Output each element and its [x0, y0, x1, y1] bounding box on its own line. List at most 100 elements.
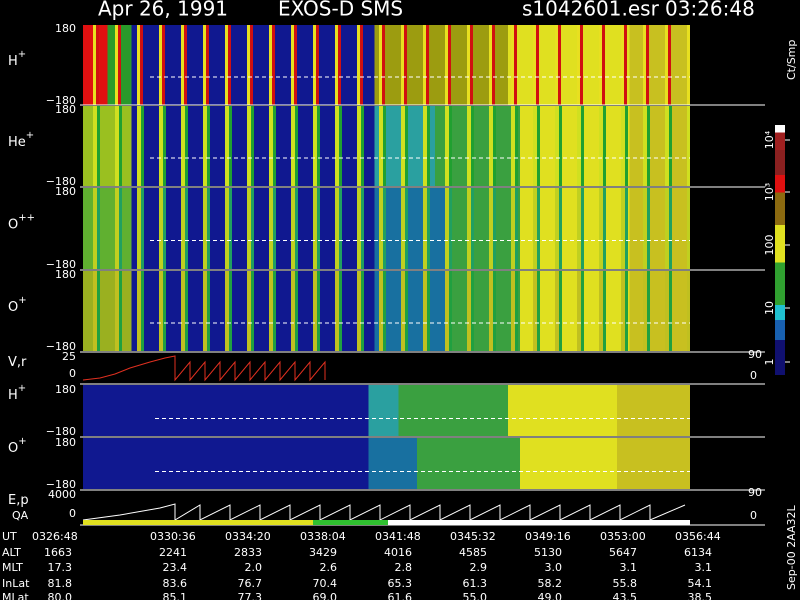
ut-value: 0326:48	[32, 530, 78, 543]
qa-label: QA	[12, 509, 29, 522]
panel-label: O+	[8, 295, 27, 315]
ut-value: 0338:04	[300, 530, 346, 543]
ephemeris-value: 4585	[459, 546, 487, 559]
ephemeris-value: 17.3	[48, 561, 73, 574]
file: s1042601.esr	[522, 0, 660, 21]
ephemeris-value: 55.8	[613, 577, 638, 590]
ut-value: 0334:20	[225, 530, 271, 543]
ephemeris-value: 23.4	[163, 561, 188, 574]
qa-bar	[388, 520, 690, 525]
right-tick-label: 0	[750, 369, 757, 382]
ephemeris-value: 70.4	[313, 577, 338, 590]
label-sup: +	[18, 383, 26, 394]
ephemeris-value: 2833	[234, 546, 262, 559]
y-tick-label: 180	[55, 103, 76, 116]
ephemeris-value: 65.3	[388, 577, 413, 590]
ephemeris-value: 38.5	[688, 591, 713, 600]
panel-label: H+	[8, 49, 26, 69]
ut-value: 0330:36	[150, 530, 196, 543]
colorbar-tick-label: 10³	[763, 183, 776, 201]
label-text: O	[8, 217, 18, 232]
ephemeris-value: 43.5	[613, 591, 638, 600]
ephemeris-value: 5647	[609, 546, 637, 559]
ut-value: 0345:32	[450, 530, 496, 543]
ephemeris-value: 76.7	[238, 577, 263, 590]
ephemeris-value: 80.0	[48, 591, 73, 600]
y-tick-label: 180	[55, 436, 76, 449]
ephemeris-value: 3.1	[695, 561, 713, 574]
right-tick-label: 0	[750, 509, 757, 522]
ephemeris-value: 2.0	[245, 561, 263, 574]
ut-value: 0341:48	[375, 530, 421, 543]
ephemeris-value: 3.1	[620, 561, 638, 574]
label-text: H	[8, 54, 18, 69]
ephemeris-value: 58.2	[538, 577, 563, 590]
y-tick-label: 0	[69, 507, 76, 520]
colorbar-tick-label: 100	[763, 235, 776, 256]
ephemeris-value: 2241	[159, 546, 187, 559]
spectrogram	[83, 25, 690, 105]
panel-label: O++	[8, 213, 35, 233]
ephemeris-value: 54.1	[688, 577, 713, 590]
ephemeris-value: 77.3	[238, 591, 263, 600]
y-tick-label: 25	[62, 350, 76, 363]
y-tick-label: −180	[46, 258, 76, 271]
ephemeris-value: 83.6	[163, 577, 188, 590]
time: 03:26:48	[665, 0, 755, 21]
qa-bar	[313, 520, 388, 525]
trace	[82, 355, 326, 382]
label-text: H	[8, 388, 18, 403]
ephemeris-value: 2.9	[470, 561, 488, 574]
label-sup: +	[26, 130, 34, 141]
ephemeris-value: 3429	[309, 546, 337, 559]
y-tick-label: −180	[46, 94, 76, 107]
row-label: MLat	[2, 591, 29, 600]
title: EXOS-D SMS	[278, 0, 403, 21]
y-tick-label: 4000	[48, 488, 76, 501]
ephemeris-value: 2.8	[395, 561, 413, 574]
spectrogram	[83, 271, 690, 351]
ut-value: 0353:00	[600, 530, 646, 543]
label-text: E,p	[8, 493, 29, 508]
ephemeris-value: 2.6	[320, 561, 338, 574]
y-tick-label: −180	[46, 175, 76, 188]
ephemeris-value: 5130	[534, 546, 562, 559]
y-tick-label: −180	[46, 478, 76, 491]
right-tick-label: 90	[748, 348, 762, 361]
date: Apr 26, 1991	[98, 0, 228, 21]
colorbar-unit: Ct/Smp	[785, 40, 798, 80]
colorbar-tick-label: 1	[763, 359, 776, 366]
colorbar-tick-label: 10⁴	[763, 130, 776, 149]
label-text: He	[8, 135, 26, 150]
ephemeris-value: 4016	[384, 546, 412, 559]
y-tick-label: 0	[69, 367, 76, 380]
ephemeris-value: 3.0	[545, 561, 563, 574]
ut-value: 0349:16	[525, 530, 571, 543]
panel-label: E,p	[8, 493, 29, 508]
label-sup: +	[18, 295, 26, 306]
label-sup: +	[18, 436, 26, 447]
qa-bar	[83, 520, 313, 525]
row-label: MLT	[2, 561, 23, 574]
colorbar-tick-label: 10	[763, 301, 776, 315]
footer-code: Sep-00 2AA32L	[785, 504, 798, 590]
ephemeris-value: 61.6	[388, 591, 413, 600]
y-tick-label: 180	[55, 268, 76, 281]
y-tick-label: 180	[55, 185, 76, 198]
row-label: ALT	[2, 546, 21, 559]
ut-value: 0356:44	[675, 530, 721, 543]
panel-label: V,r	[8, 355, 27, 370]
label-sup: +	[18, 49, 26, 60]
label-sup: ++	[18, 213, 35, 224]
ephemeris-value: 49.0	[538, 591, 563, 600]
row-label: InLat	[2, 577, 30, 590]
colorbar	[775, 125, 785, 375]
label-text: V,r	[8, 355, 27, 370]
panel-label: H+	[8, 383, 26, 403]
label-text: O	[8, 300, 18, 315]
ephemeris-value: 1663	[44, 546, 72, 559]
panel-label: O+	[8, 436, 27, 456]
panel-label: He+	[8, 130, 34, 150]
